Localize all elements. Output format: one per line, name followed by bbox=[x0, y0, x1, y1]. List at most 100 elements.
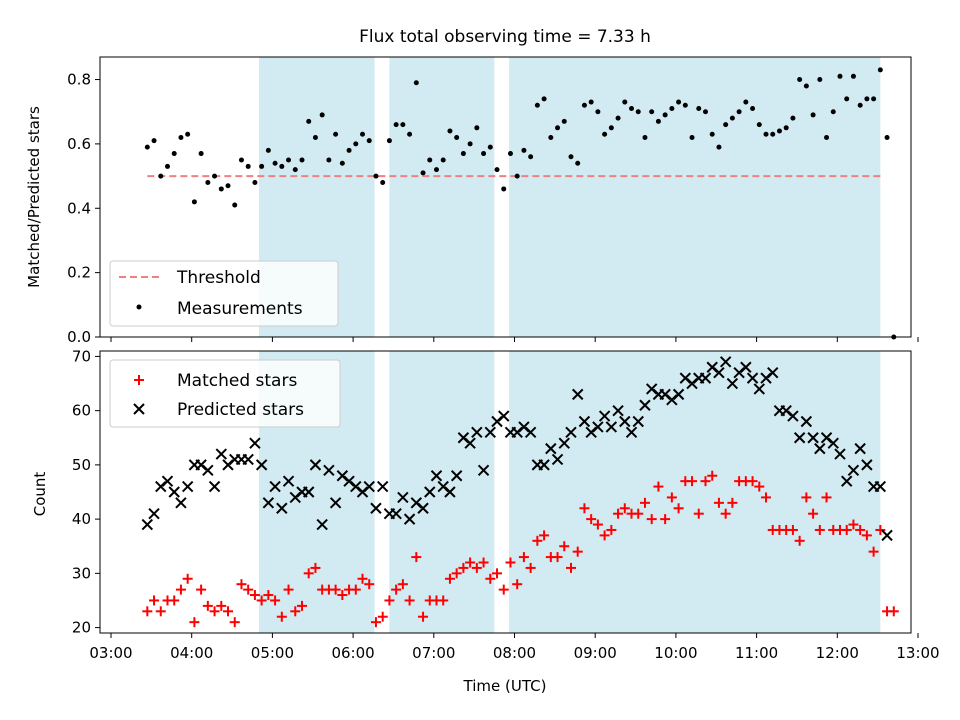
measurement-point bbox=[212, 173, 218, 179]
measurement-point bbox=[857, 102, 863, 108]
predicted-star-point bbox=[329, 497, 342, 509]
measurement-point bbox=[366, 138, 372, 144]
measurement-point bbox=[373, 173, 379, 179]
measurement-point bbox=[171, 151, 177, 157]
matched-star-point bbox=[875, 524, 886, 535]
measurement-point bbox=[306, 118, 312, 124]
predicted-star-point bbox=[175, 497, 187, 509]
predicted-star-point bbox=[524, 426, 537, 439]
matched-star-point bbox=[639, 497, 650, 508]
legend-threshold-label: Threshold bbox=[176, 268, 261, 288]
matched-star-point bbox=[700, 476, 711, 487]
measurement-point bbox=[662, 112, 668, 118]
matched-star-point bbox=[666, 492, 677, 503]
matched-star-point bbox=[599, 530, 610, 541]
top-panel: 0.00.20.40.60.8 Matched/Predicted stars … bbox=[25, 56, 919, 346]
measurement-point bbox=[427, 157, 433, 163]
matched-star-point bbox=[142, 606, 153, 617]
matched-star-point bbox=[471, 562, 482, 573]
matched-star-point bbox=[707, 470, 718, 481]
matched-star-point bbox=[586, 514, 597, 525]
measurement-point bbox=[743, 99, 749, 105]
measurement-point bbox=[501, 186, 507, 192]
measurement-point bbox=[326, 157, 332, 163]
x-tick-label: 07:00 bbox=[412, 644, 455, 662]
predicted-star-point bbox=[403, 513, 416, 525]
measurement-point bbox=[534, 102, 540, 108]
measurement-point bbox=[528, 154, 534, 160]
predicted-star-point bbox=[282, 475, 295, 487]
predicted-star-point bbox=[545, 442, 557, 455]
top-y-axis: 0.0 0.2 0.4 0.6 0.8 bbox=[67, 71, 100, 346]
matched-star-point bbox=[223, 606, 234, 617]
matched-star-point bbox=[579, 503, 590, 514]
matched-star-point bbox=[633, 508, 644, 519]
predicted-star-point bbox=[713, 366, 725, 379]
predicted-star-point bbox=[807, 432, 819, 444]
matched-star-point bbox=[888, 606, 899, 617]
matched-star-point bbox=[270, 595, 281, 606]
legend-cross-marker bbox=[133, 403, 145, 415]
matched-star-point bbox=[155, 606, 166, 617]
measurement-point bbox=[736, 109, 742, 115]
predicted-star-point bbox=[303, 486, 315, 498]
observing-window-band bbox=[389, 351, 495, 633]
matched-star-point bbox=[512, 579, 523, 590]
predicted-star-point bbox=[249, 437, 261, 449]
x-tick-label: 10:00 bbox=[654, 644, 697, 662]
predicted-star-point bbox=[363, 480, 375, 493]
matched-star-point bbox=[418, 611, 429, 622]
predicted-star-point bbox=[430, 470, 443, 482]
predicted-star-point bbox=[746, 372, 759, 384]
matched-star-point bbox=[606, 524, 617, 535]
y-tick-label: 40 bbox=[72, 510, 91, 528]
measurement-point bbox=[185, 131, 191, 137]
predicted-star-point bbox=[161, 475, 174, 487]
measurement-point bbox=[218, 186, 224, 192]
measurement-point bbox=[467, 141, 473, 147]
matched-star-point bbox=[243, 584, 254, 595]
measurement-point bbox=[884, 134, 890, 140]
matched-star-point bbox=[498, 584, 509, 595]
measurement-point bbox=[803, 83, 809, 89]
measurement-point bbox=[178, 134, 184, 140]
predicted-star-point bbox=[424, 486, 436, 498]
bottom-legend: Matched stars Predicted stars bbox=[109, 359, 341, 428]
legend-plus-marker bbox=[134, 375, 144, 385]
measurement-point bbox=[850, 73, 856, 79]
matched-star-point bbox=[861, 530, 872, 541]
measurement-point bbox=[312, 134, 318, 140]
predicted-star-point bbox=[148, 507, 160, 520]
measurement-point bbox=[198, 151, 204, 157]
y-tick-label: 70 bbox=[72, 347, 91, 365]
predicted-star-point bbox=[269, 480, 281, 493]
measurement-point bbox=[555, 125, 561, 131]
measurement-point bbox=[837, 73, 843, 79]
matched-star-points bbox=[142, 470, 899, 628]
y-tick-label: 0.8 bbox=[67, 71, 91, 89]
predicted-star-point bbox=[397, 491, 409, 504]
measurement-point bbox=[696, 105, 702, 111]
measurement-point bbox=[380, 180, 386, 186]
measurement-point bbox=[521, 147, 527, 153]
x-axis-label: Time (UTC) bbox=[463, 677, 547, 695]
matched-star-point bbox=[841, 524, 852, 535]
predicted-star-point bbox=[558, 437, 570, 449]
measurement-point bbox=[292, 167, 298, 173]
predicted-star-point bbox=[444, 486, 456, 498]
matched-star-point bbox=[855, 524, 866, 535]
measurement-point bbox=[649, 109, 655, 115]
y-tick-label: 0.2 bbox=[67, 264, 91, 282]
predicted-star-point bbox=[498, 410, 510, 422]
predicted-star-point bbox=[592, 421, 604, 433]
measurement-point bbox=[568, 154, 574, 160]
measurement-point bbox=[655, 118, 661, 124]
matched-star-point bbox=[196, 584, 207, 595]
measurement-point bbox=[824, 134, 830, 140]
predicted-star-point bbox=[276, 502, 288, 514]
measurement-point bbox=[481, 151, 487, 157]
y-tick-label: 0.6 bbox=[67, 135, 91, 153]
predicted-star-point bbox=[565, 426, 577, 439]
measurement-point bbox=[615, 115, 621, 121]
